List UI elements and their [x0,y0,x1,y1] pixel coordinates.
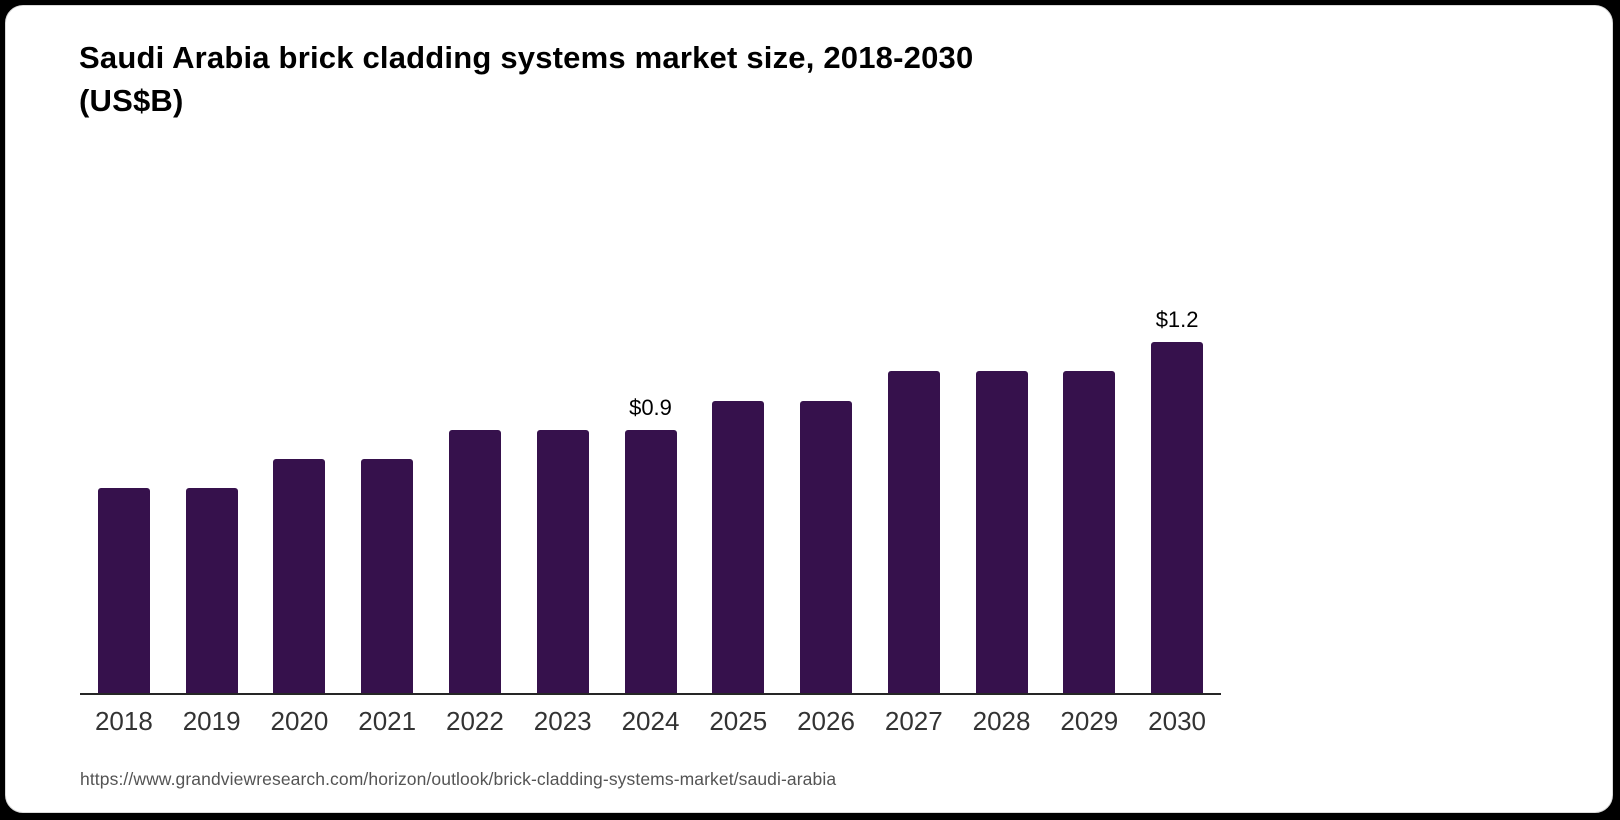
source-url: https://www.grandviewresearch.com/horizo… [80,769,837,789]
bar-value-label-2024: $0.9 [629,394,672,420]
bar-value-label-2030: $1.2 [1155,307,1199,332]
bar-2029 [1063,371,1116,693]
x-tick-label-2028: 2028 [972,706,1031,736]
chart-title-line-1: Saudi Arabia brick cladding systems mark… [79,40,974,75]
x-tick-label-2019: 2019 [182,706,241,736]
x-axis-labels: 2018 2019 2020 2021 2022 2023 2024 2025 2026 2027… [80,706,1221,740]
x-tick-label-2030: 2030 [1148,706,1207,736]
x-tick-label-2024: 2024 [621,706,680,736]
chart-title: Saudi Arabia brick cladding systems mark… [79,36,973,122]
bar-2028 [975,371,1028,693]
bar-2025 [712,400,765,693]
x-tick-label-2022: 2022 [446,706,504,736]
x-tick-label-2021: 2021 [358,706,417,736]
bar-2027 [887,371,940,693]
x-tick-label-2026: 2026 [797,706,855,736]
bar-2020 [273,459,326,693]
chart-title-line-2: (US$B) [79,83,184,118]
bar-2019 [185,488,238,693]
bar-2018 [97,488,150,693]
x-tick-label-2027: 2027 [884,706,943,736]
bar-2022 [448,429,501,693]
x-tick-label-2025: 2025 [709,706,768,736]
x-tick-label-2023: 2023 [533,706,592,736]
bar-2024 [624,429,677,693]
bar-2021 [361,459,414,693]
x-tick-label-2020: 2020 [270,706,329,736]
bar-2026 [800,400,853,693]
bar-2030 [1151,342,1204,693]
x-tick-label-2029: 2029 [1060,706,1119,736]
bar-2023 [536,429,589,693]
plot-area: $0.9 $1.2 [80,273,1221,695]
chart-card: Saudi Arabia brick cladding systems mark… [5,5,1613,813]
x-tick-label-2018: 2018 [94,706,153,736]
